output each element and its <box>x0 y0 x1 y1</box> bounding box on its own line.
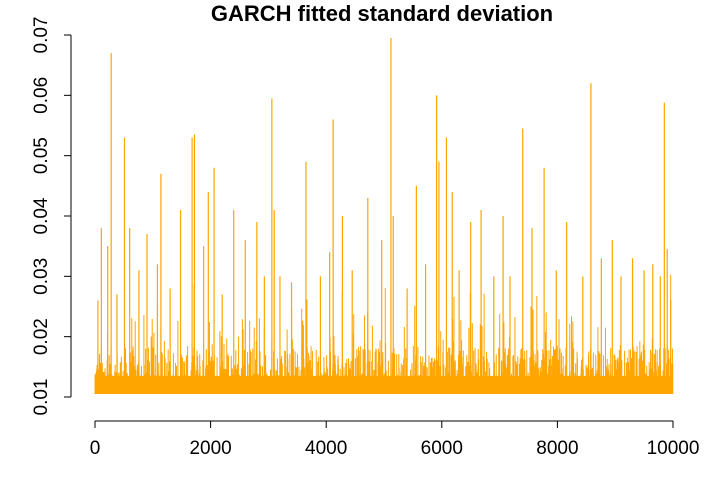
series-layer <box>94 38 674 394</box>
x-tick-label: 8000 <box>536 438 578 459</box>
x-tick-label: 4000 <box>305 438 347 459</box>
x-tick-label: 2000 <box>189 438 231 459</box>
y-tick-label: 0.05 <box>31 137 52 174</box>
y-tick-label: 0.07 <box>31 17 52 54</box>
y-tick-label: 0.02 <box>31 318 52 355</box>
x-tick-label: 0 <box>90 438 101 459</box>
axis-layer: 0 2000 4000 6000 8000 10000 0.01 0.02 0.03 0.04 0.… <box>31 17 699 459</box>
x-tick-label: 6000 <box>421 438 463 459</box>
x-tick-label: 10000 <box>647 438 700 459</box>
y-tick-label: 0.03 <box>31 258 52 295</box>
y-tick-label: 0.01 <box>31 379 52 416</box>
chart-title: GARCH fitted standard deviation <box>211 1 553 26</box>
series-base-band <box>95 375 673 394</box>
y-tick-label: 0.06 <box>31 77 52 114</box>
y-tick-label: 0.04 <box>31 197 52 234</box>
